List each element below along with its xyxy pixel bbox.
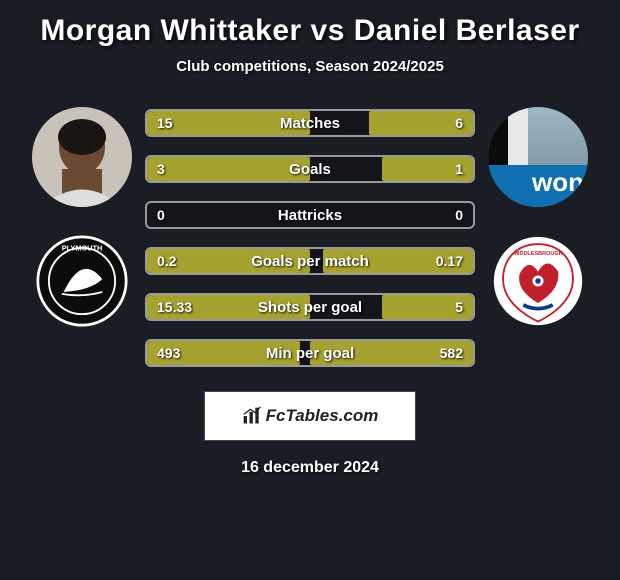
stats-column: Matches15 6 Goals3 1 Hattricks0 0 Goals per ma…	[145, 105, 475, 367]
comparison-card: Morgan Whittaker vs Daniel Berlaser Club…	[0, 0, 620, 487]
right-player-avatar: wong	[488, 107, 588, 207]
watermark-text: FcTables.com	[266, 406, 379, 426]
right-player-column: wong MIDDLESBROUGH	[483, 105, 593, 327]
main-row: PLYMOUTH Matches15 6 Goals3 1 Hattricks0 0 Goa…	[0, 105, 620, 367]
svg-text:MIDDLESBROUGH: MIDDLESBROUGH	[513, 251, 562, 257]
stat-bar: Hattricks0 0	[145, 201, 475, 229]
stat-value-left: 0.2	[157, 249, 176, 273]
svg-text:PLYMOUTH: PLYMOUTH	[62, 244, 103, 253]
left-club-badge: PLYMOUTH	[36, 235, 128, 327]
stat-bar: Shots per goal15.33 5	[145, 293, 475, 321]
stat-value-right: 5	[455, 295, 463, 319]
stat-label: Min per goal	[147, 341, 473, 365]
stat-bar: Goals3 1	[145, 155, 475, 183]
stat-value-left: 3	[157, 157, 165, 181]
right-club-badge: MIDDLESBROUGH	[492, 235, 584, 327]
stat-bar: Matches15 6	[145, 109, 475, 137]
stat-label: Goals	[147, 157, 473, 181]
stat-value-right: 6	[455, 111, 463, 135]
stat-value-right: 1	[455, 157, 463, 181]
stat-value-left: 15.33	[157, 295, 192, 319]
stat-value-left: 0	[157, 203, 165, 227]
left-player-column: PLYMOUTH	[27, 105, 137, 327]
subtitle: Club competitions, Season 2024/2025	[0, 58, 620, 75]
stat-value-right: 0.17	[436, 249, 463, 273]
stat-value-right: 0	[455, 203, 463, 227]
stat-value-left: 493	[157, 341, 180, 365]
stat-value-left: 15	[157, 111, 173, 135]
page-title: Morgan Whittaker vs Daniel Berlaser	[0, 14, 620, 48]
stat-label: Matches	[147, 111, 473, 135]
stat-label: Hattricks	[147, 203, 473, 227]
svg-text:wong: wong	[531, 167, 588, 197]
stat-label: Goals per match	[147, 249, 473, 273]
date-text: 16 december 2024	[0, 459, 620, 477]
stat-bar: Goals per match0.2 0.17	[145, 247, 475, 275]
stat-label: Shots per goal	[147, 295, 473, 319]
stat-value-right: 582	[440, 341, 463, 365]
stats-icon	[242, 406, 262, 426]
watermark-badge: FcTables.com	[204, 391, 416, 441]
left-player-avatar	[32, 107, 132, 207]
stat-bar: Min per goal493 582	[145, 339, 475, 367]
